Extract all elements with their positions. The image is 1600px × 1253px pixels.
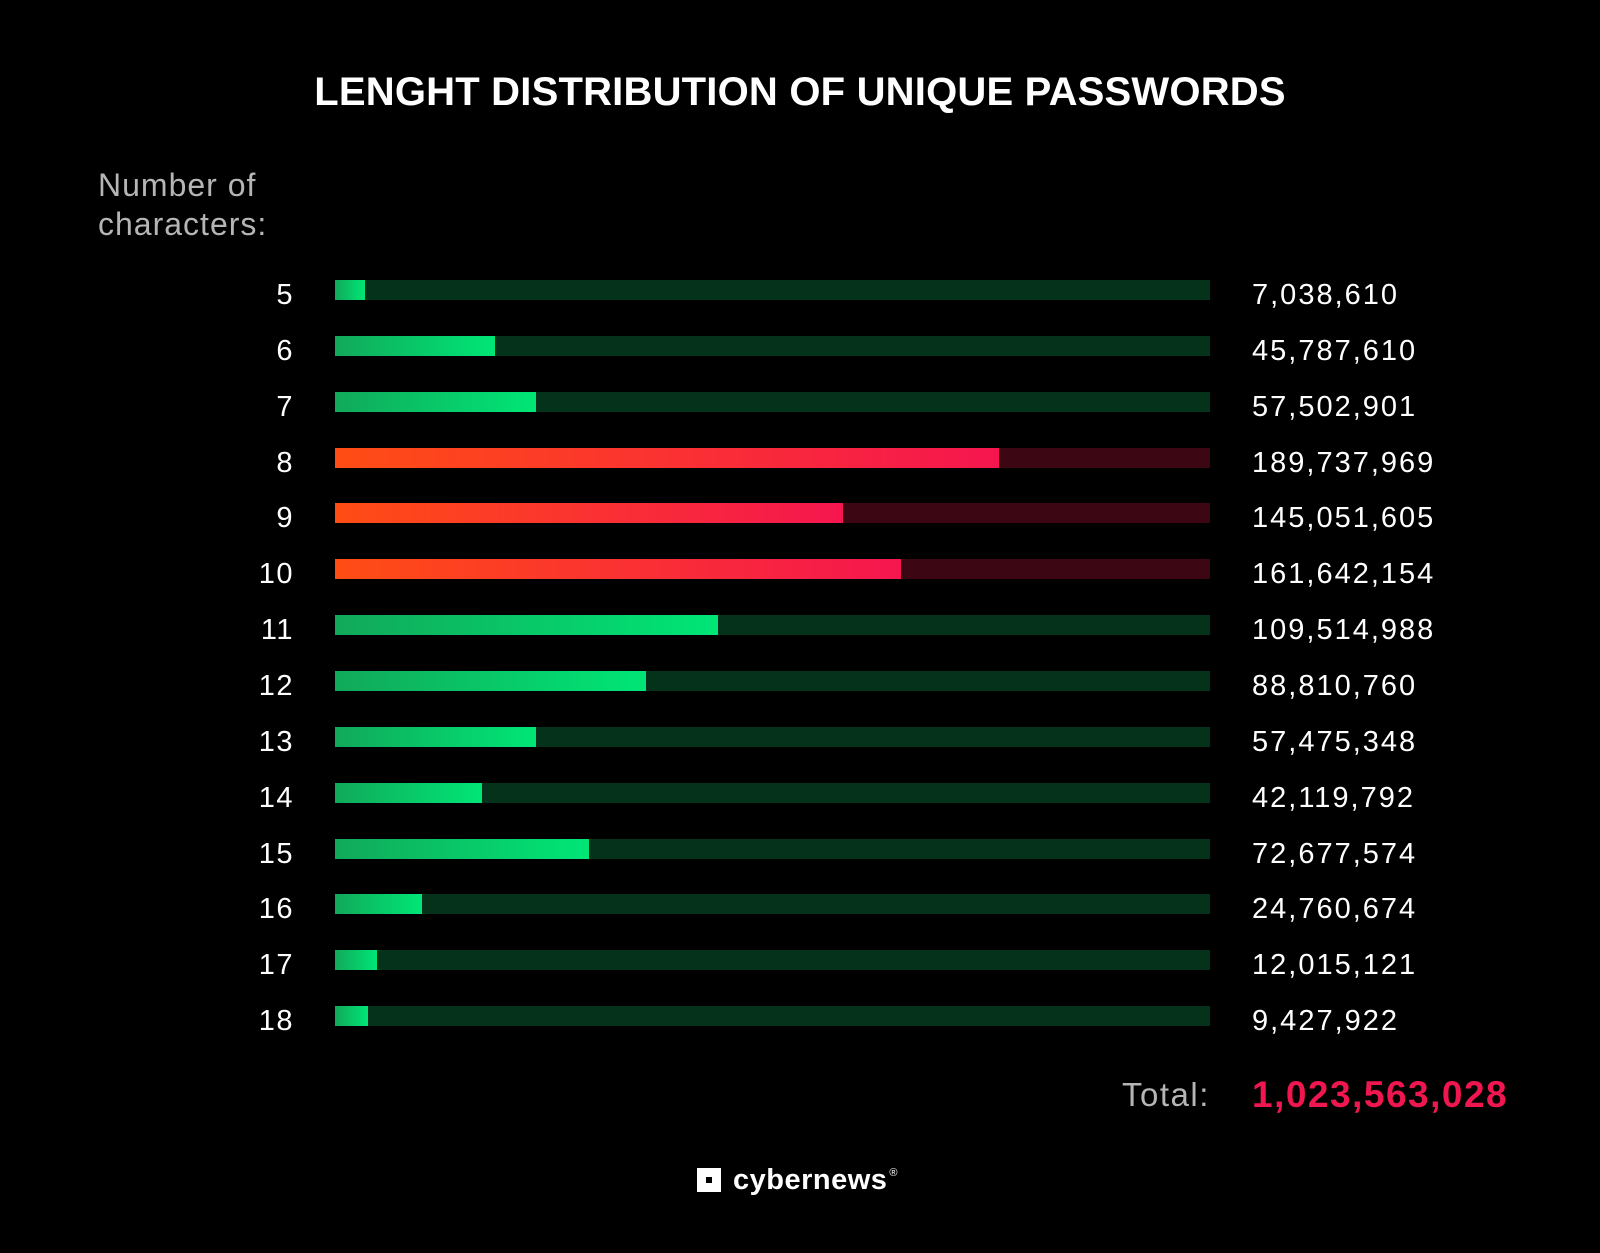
y-axis-label: Number of characters:	[98, 166, 267, 244]
category-label: 15	[258, 837, 294, 870]
bar	[335, 559, 901, 580]
category-label: 10	[258, 558, 294, 591]
brand-logo: cybernews ®	[695, 1163, 898, 1196]
bar-row: 17 12,015,121	[0, 945, 1600, 985]
brand-name: cybernews	[733, 1163, 888, 1196]
bar-row: 11 109,514,988	[0, 610, 1600, 650]
bar-track	[335, 671, 1210, 691]
bar	[335, 838, 590, 859]
bar-track	[335, 782, 1210, 803]
bar	[335, 950, 378, 971]
value-label: 57,475,348	[1252, 725, 1418, 758]
value-label: 42,119,792	[1252, 781, 1415, 814]
bar	[335, 503, 843, 524]
bar-track	[335, 447, 1210, 468]
bar-row: 8 189,737,969	[0, 443, 1600, 483]
bar-row: 5 7,038,610	[0, 275, 1600, 315]
category-label: 6	[276, 334, 294, 367]
total-label: Total:	[1122, 1076, 1210, 1113]
brand-registered-mark: ®	[889, 1167, 898, 1179]
bar-track	[335, 559, 1210, 580]
bar-track	[335, 280, 1210, 300]
bar-row: 12 88,810,760	[0, 666, 1600, 706]
bar-track	[335, 391, 1210, 412]
value-label: 72,677,574	[1252, 837, 1418, 870]
bar-track	[335, 950, 1210, 971]
bar	[335, 335, 496, 356]
bar-row: 9 145,051,605	[0, 498, 1600, 538]
bar	[335, 615, 719, 636]
value-label: 7,038,610	[1252, 279, 1400, 311]
value-label: 57,502,901	[1252, 390, 1418, 423]
category-label: 16	[258, 893, 294, 926]
bar-row: 15 72,677,574	[0, 834, 1600, 874]
category-label: 11	[260, 614, 294, 647]
category-label: 17	[258, 949, 294, 982]
bar	[335, 782, 483, 803]
bar-row: 16 24,760,674	[0, 889, 1600, 929]
bar-row: 7 57,502,901	[0, 387, 1600, 427]
value-label: 88,810,760	[1252, 670, 1418, 702]
bar-track	[335, 1006, 1210, 1027]
bar	[335, 447, 1000, 468]
value-label: 9,427,922	[1252, 1005, 1400, 1038]
bar-track	[335, 838, 1210, 859]
value-label: 45,787,610	[1252, 334, 1418, 367]
bar-track	[335, 503, 1210, 524]
category-label: 5	[276, 279, 294, 311]
chart-title: LENGHT DISTRIBUTION OF UNIQUE PASSWORDS	[314, 70, 1286, 114]
value-label: 109,514,988	[1252, 614, 1436, 647]
bar	[335, 391, 537, 412]
bar-row: 6 45,787,610	[0, 331, 1600, 371]
total-value: 1,023,563,028	[1252, 1074, 1509, 1115]
bar	[335, 726, 537, 747]
category-label: 8	[276, 446, 294, 479]
value-label: 189,737,969	[1252, 446, 1436, 479]
bar	[335, 1006, 368, 1027]
bar-track	[335, 335, 1210, 356]
bar	[335, 280, 365, 300]
bar-row: 13 57,475,348	[0, 722, 1600, 762]
bar-row: 18 9,427,922	[0, 1001, 1600, 1041]
bar-row: 10 161,642,154	[0, 554, 1600, 594]
y-axis-label-text: Number of characters:	[98, 167, 268, 242]
category-label: 9	[276, 502, 294, 535]
bar	[335, 671, 646, 691]
bar-track	[335, 615, 1210, 636]
bar-row: 14 42,119,792	[0, 778, 1600, 818]
category-label: 12	[258, 670, 294, 702]
bar-track	[335, 894, 1210, 915]
category-label: 7	[276, 390, 294, 423]
cybernews-logo-icon	[697, 1168, 721, 1192]
value-label: 145,051,605	[1252, 502, 1436, 535]
value-label: 24,760,674	[1252, 893, 1418, 926]
value-label: 12,015,121	[1252, 949, 1418, 982]
bar	[335, 894, 422, 915]
category-label: 13	[258, 725, 294, 758]
category-label: 18	[258, 1005, 294, 1038]
bar-track	[335, 726, 1210, 747]
category-label: 14	[258, 781, 294, 814]
value-label: 161,642,154	[1252, 558, 1436, 591]
